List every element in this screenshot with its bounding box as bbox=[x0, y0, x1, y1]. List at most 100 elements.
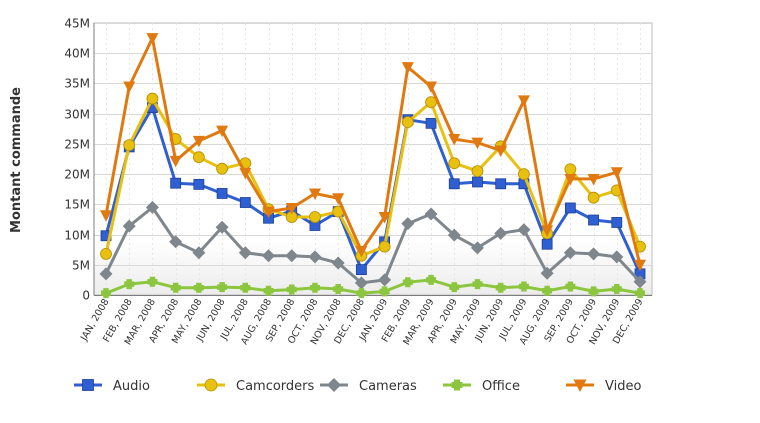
data-point bbox=[286, 284, 297, 295]
y-tick-label: 0 bbox=[82, 289, 90, 303]
data-point bbox=[587, 191, 600, 204]
legend-label: Cameras bbox=[359, 379, 417, 394]
data-point bbox=[263, 285, 274, 296]
legend-label: Video bbox=[605, 379, 641, 394]
data-point bbox=[378, 273, 392, 287]
data-point bbox=[472, 279, 483, 290]
data-point bbox=[100, 247, 112, 260]
data-point bbox=[495, 282, 506, 293]
data-point bbox=[447, 228, 461, 242]
data-point bbox=[355, 245, 368, 258]
y-tick-labels: 0 5M 10M 15M 20M 25M 30M 35M 40M 45M bbox=[64, 17, 90, 303]
series-office bbox=[101, 274, 645, 299]
data-point bbox=[565, 281, 576, 292]
legend: Audio Camcorders Cameras Office Video bbox=[74, 378, 641, 394]
data-point bbox=[193, 282, 204, 293]
data-point bbox=[495, 178, 507, 190]
data-point bbox=[262, 206, 275, 219]
data-point bbox=[564, 163, 577, 176]
axes bbox=[93, 23, 652, 296]
data-point bbox=[217, 282, 228, 293]
legend-item-video: Video bbox=[566, 379, 641, 394]
data-point bbox=[379, 286, 390, 297]
data-point bbox=[309, 282, 320, 293]
legend-item-cameras: Cameras bbox=[320, 378, 417, 394]
data-point bbox=[588, 286, 599, 297]
data-point bbox=[331, 256, 345, 270]
data-point bbox=[285, 202, 298, 215]
data-point bbox=[355, 264, 367, 276]
legend-item-office: Office bbox=[443, 379, 520, 394]
data-point bbox=[309, 211, 321, 223]
data-point bbox=[494, 145, 507, 158]
data-point bbox=[216, 125, 229, 138]
data-point bbox=[635, 288, 645, 299]
data-point bbox=[518, 281, 529, 292]
y-tick-label: 25M bbox=[64, 138, 90, 152]
data-point bbox=[123, 81, 136, 93]
y-tick-label: 35M bbox=[64, 77, 90, 91]
data-point bbox=[123, 139, 136, 151]
data-point bbox=[540, 266, 554, 280]
data-point bbox=[192, 135, 205, 148]
data-point bbox=[378, 240, 391, 253]
data-point bbox=[82, 379, 94, 391]
data-point bbox=[448, 157, 461, 170]
data-point bbox=[587, 173, 600, 186]
legend-label: Office bbox=[482, 379, 520, 394]
data-point bbox=[401, 116, 414, 129]
data-point bbox=[308, 188, 321, 200]
data-point bbox=[451, 379, 463, 391]
series-line bbox=[104, 36, 642, 266]
data-point bbox=[426, 274, 437, 285]
data-point bbox=[573, 379, 587, 392]
data-point bbox=[216, 162, 228, 175]
data-point bbox=[472, 176, 483, 188]
data-point bbox=[611, 217, 623, 228]
data-point bbox=[471, 137, 484, 150]
y-tick-label: 10M bbox=[64, 229, 90, 243]
y-tick-label: 15M bbox=[64, 198, 90, 212]
data-point bbox=[147, 276, 158, 287]
y-tick-label: 30M bbox=[64, 108, 90, 122]
data-point bbox=[101, 288, 111, 299]
data-point bbox=[239, 197, 251, 208]
data-point bbox=[564, 173, 577, 186]
data-point bbox=[308, 250, 322, 264]
data-point bbox=[402, 277, 413, 288]
data-point bbox=[99, 267, 113, 281]
data-point bbox=[285, 249, 299, 263]
data-point bbox=[633, 275, 647, 289]
y-axis-label: Montant commande bbox=[9, 87, 24, 233]
data-point bbox=[192, 246, 206, 260]
data-point bbox=[356, 288, 367, 299]
data-point bbox=[610, 250, 624, 264]
data-point bbox=[170, 282, 181, 293]
data-point bbox=[170, 177, 182, 189]
data-point bbox=[634, 259, 646, 272]
series-group bbox=[99, 33, 647, 299]
data-point bbox=[378, 212, 391, 224]
data-point bbox=[401, 62, 414, 74]
data-point bbox=[262, 249, 276, 263]
series-cameras bbox=[99, 200, 647, 290]
legend-item-audio: Audio bbox=[74, 379, 150, 394]
data-point bbox=[354, 276, 368, 290]
data-point bbox=[100, 210, 112, 222]
data-point bbox=[448, 178, 460, 190]
data-point bbox=[424, 207, 438, 221]
data-point bbox=[216, 188, 228, 199]
y-tick-label: 40M bbox=[64, 47, 90, 61]
data-point bbox=[610, 167, 623, 179]
data-point bbox=[169, 235, 183, 249]
data-point bbox=[204, 378, 218, 392]
data-point bbox=[124, 279, 135, 290]
data-point bbox=[471, 165, 484, 177]
data-point bbox=[611, 283, 622, 294]
legend-label: Audio bbox=[113, 379, 150, 394]
series-video bbox=[100, 33, 646, 272]
data-point bbox=[146, 92, 159, 105]
data-point bbox=[239, 167, 252, 180]
